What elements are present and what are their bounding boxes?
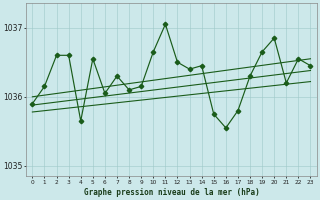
- X-axis label: Graphe pression niveau de la mer (hPa): Graphe pression niveau de la mer (hPa): [84, 188, 259, 197]
